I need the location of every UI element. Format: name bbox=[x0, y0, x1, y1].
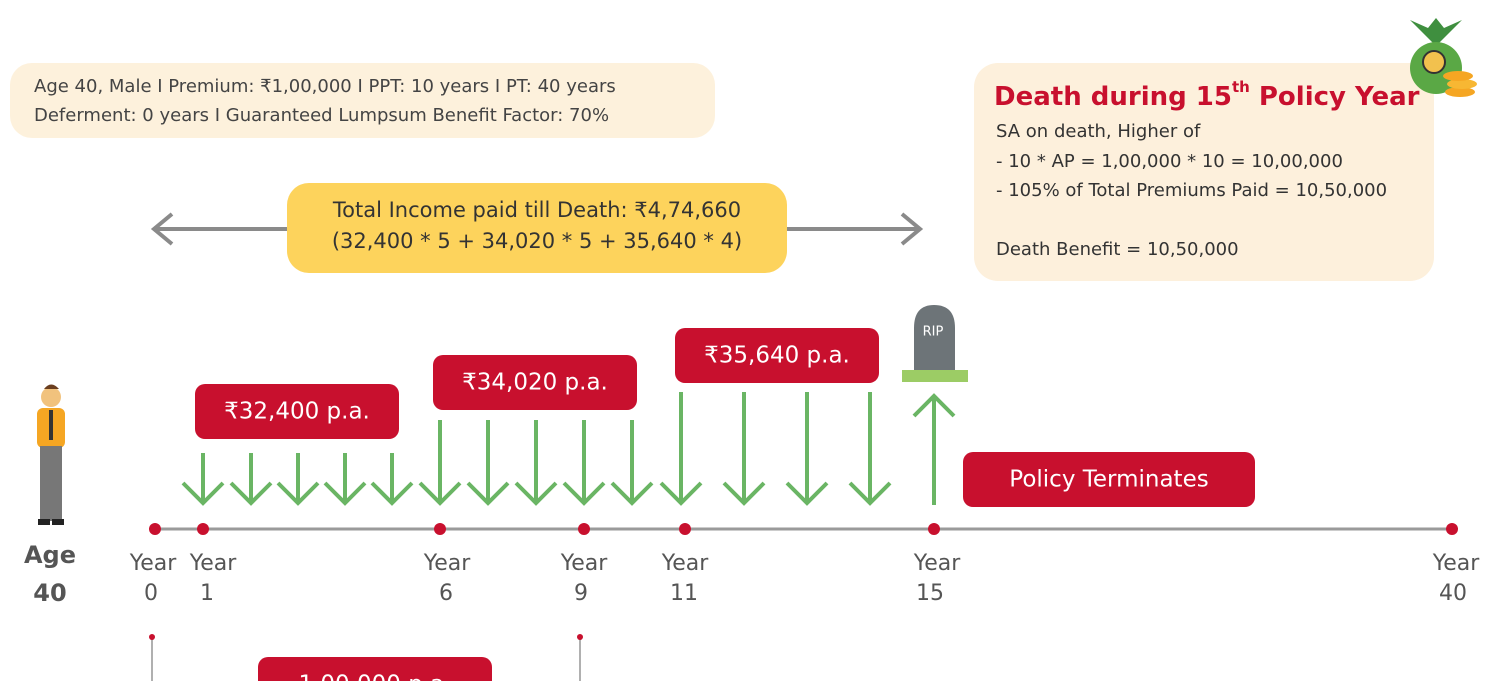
timeline-dot bbox=[928, 523, 940, 535]
timeline-dot bbox=[578, 523, 590, 535]
timeline-dot bbox=[149, 523, 161, 535]
person-icon bbox=[37, 385, 65, 526]
year-value: 9 bbox=[574, 581, 588, 606]
death-line: SA on death, Higher of bbox=[996, 121, 1201, 142]
age-label: Age bbox=[24, 541, 76, 569]
year-value: 40 bbox=[1439, 581, 1467, 606]
info-line: Deferment: 0 years I Guaranteed Lumpsum … bbox=[34, 105, 609, 126]
year-label: Year bbox=[423, 551, 472, 576]
tombstone-icon: RIP bbox=[902, 305, 968, 382]
total-income-line: Total Income paid till Death: ₹4,74,660 bbox=[332, 198, 741, 222]
year-label: Year bbox=[1432, 551, 1481, 576]
death-title: Death during 15th Policy Year bbox=[994, 78, 1420, 112]
timeline-dot bbox=[679, 523, 691, 535]
income-text: ₹35,640 p.a. bbox=[704, 343, 850, 369]
timeline-dot bbox=[434, 523, 446, 535]
title-text: Policy Year bbox=[1250, 82, 1420, 112]
income-text: ₹32,400 p.a. bbox=[224, 399, 370, 425]
info-line: Age 40, Male I Premium: ₹1,00,000 I PPT:… bbox=[34, 76, 616, 97]
total-income-line: (32,400 * 5 + 34,020 * 5 + 35,640 * 4) bbox=[332, 229, 742, 253]
year-value: 11 bbox=[670, 581, 698, 606]
tombstone-text: RIP bbox=[923, 325, 944, 340]
premium-dot bbox=[149, 634, 155, 640]
year-value: 6 bbox=[439, 581, 453, 606]
money-bag-icon bbox=[1410, 18, 1477, 97]
title-sup: th bbox=[1232, 78, 1250, 96]
year-label: Year bbox=[560, 551, 609, 576]
total-income-box bbox=[287, 183, 787, 273]
year-value: 1 bbox=[200, 581, 214, 606]
terminates-text: Policy Terminates bbox=[1009, 467, 1208, 493]
year-label: Year bbox=[129, 551, 178, 576]
year-label: Year bbox=[189, 551, 238, 576]
premium-text: 1,00,000 p.a. bbox=[298, 672, 451, 681]
income-text: ₹34,020 p.a. bbox=[462, 370, 608, 396]
death-line: Death Benefit = 10,50,000 bbox=[996, 239, 1239, 260]
year-value: 15 bbox=[916, 581, 944, 606]
timeline-dot bbox=[197, 523, 209, 535]
premium-dot bbox=[577, 634, 583, 640]
timeline-dot bbox=[1446, 523, 1458, 535]
diagram: Age 40, Male I Premium: ₹1,00,000 I PPT:… bbox=[0, 0, 1492, 681]
page: Age 40, Male I Premium: ₹1,00,000 I PPT:… bbox=[0, 0, 1492, 681]
info-box bbox=[10, 63, 715, 138]
death-line: - 10 * AP = 1,00,000 * 10 = 10,00,000 bbox=[996, 151, 1343, 172]
death-line: - 105% of Total Premiums Paid = 10,50,00… bbox=[996, 180, 1387, 201]
year-value: 0 bbox=[144, 581, 158, 606]
age-value: 40 bbox=[33, 579, 66, 607]
year-label: Year bbox=[661, 551, 710, 576]
year-label: Year bbox=[913, 551, 962, 576]
title-text: Death during 15 bbox=[994, 82, 1232, 112]
